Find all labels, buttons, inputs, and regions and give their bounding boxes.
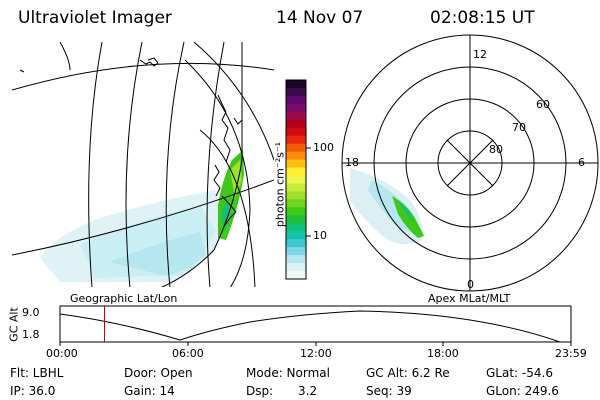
colorbar-segment [286, 199, 306, 208]
colorbar-segment [286, 119, 306, 129]
colorbar-segment [286, 143, 306, 153]
colorbar-segment [286, 263, 306, 272]
app-title: Ultraviolet Imager [18, 8, 172, 28]
glat-readout: GLat: -54.6 [486, 366, 553, 380]
colorbar-segment [286, 215, 306, 224]
colorbar-tick-100: 100 [313, 141, 334, 154]
altitude-curve [59, 310, 561, 343]
gc-alt-readout: GC Alt: 6.2 Re [366, 366, 450, 380]
colorbar-segment [286, 223, 306, 232]
geographic-panel-label: Geographic Lat/Lon [70, 292, 178, 305]
coastline [19, 57, 243, 226]
dsp-value: 3.2 [298, 384, 318, 398]
ip-readout: IP: 36.0 [10, 384, 56, 398]
glon-readout: GLon: 249.6 [486, 384, 559, 398]
polar-oval-bright [392, 196, 424, 238]
orbit-ytick-high: 9.0 [22, 306, 40, 319]
colorbar-segment [286, 95, 306, 105]
dsp-label: Dsp: [246, 384, 274, 398]
colorbar-segment [286, 151, 306, 161]
orbit-xtick-1200: 12:00 [300, 347, 332, 360]
date-readout: 14 Nov 07 [276, 8, 364, 28]
mlat-label-80: 80 [489, 143, 503, 156]
colorbar-segment [286, 255, 306, 264]
mlt-label-18: 18 [345, 156, 359, 169]
orbit-xtick-0600: 06:00 [172, 347, 204, 360]
colorbar-segment [286, 127, 306, 137]
colorbar-segment [286, 87, 306, 97]
colorbar-tick-10: 10 [313, 229, 327, 242]
graticule-lines [12, 42, 274, 287]
filter-readout: Flt: LBHL [10, 366, 64, 380]
colorbar-segment [286, 239, 306, 248]
colorbar-segment [286, 231, 306, 240]
orbit-axis-label: GC Alt [7, 307, 21, 342]
colorbar-segment [286, 247, 306, 256]
orbit-xtick-2359: 23:59 [555, 347, 587, 360]
mlat-label-60: 60 [536, 98, 550, 111]
mlt-label-12: 12 [473, 48, 487, 61]
colorbar-segment [286, 111, 306, 121]
mlt-label-6: 6 [578, 156, 585, 169]
mlt-label-0: 0 [467, 278, 474, 291]
colorbar-segment [286, 271, 306, 280]
colorbar-segment [286, 191, 306, 200]
colorbar-segment [286, 175, 306, 185]
colorbar-segment [286, 183, 306, 193]
orbit-ytick-low: 1.8 [22, 328, 40, 341]
gain-readout: Gain: 14 [124, 384, 175, 398]
colorbar-segment [286, 159, 306, 169]
orbit-xtick-1800: 18:00 [427, 347, 459, 360]
mode-readout: Mode: Normal [246, 366, 330, 380]
polar-panel-label: Apex MLat/MLT [428, 292, 511, 305]
mlat-label-70: 70 [512, 121, 526, 134]
colorbar-segment [286, 103, 306, 113]
orbit-xtick-0000: 00:00 [46, 347, 78, 360]
door-readout: Door: Open [124, 366, 193, 380]
seq-readout: Seq: 39 [366, 384, 412, 398]
colorbar-segment [286, 135, 306, 145]
colorbar-segment [286, 207, 306, 216]
colorbar-segment [286, 167, 306, 177]
time-readout: 02:08:15 UT [430, 8, 535, 28]
colorbar-segment [286, 80, 306, 89]
